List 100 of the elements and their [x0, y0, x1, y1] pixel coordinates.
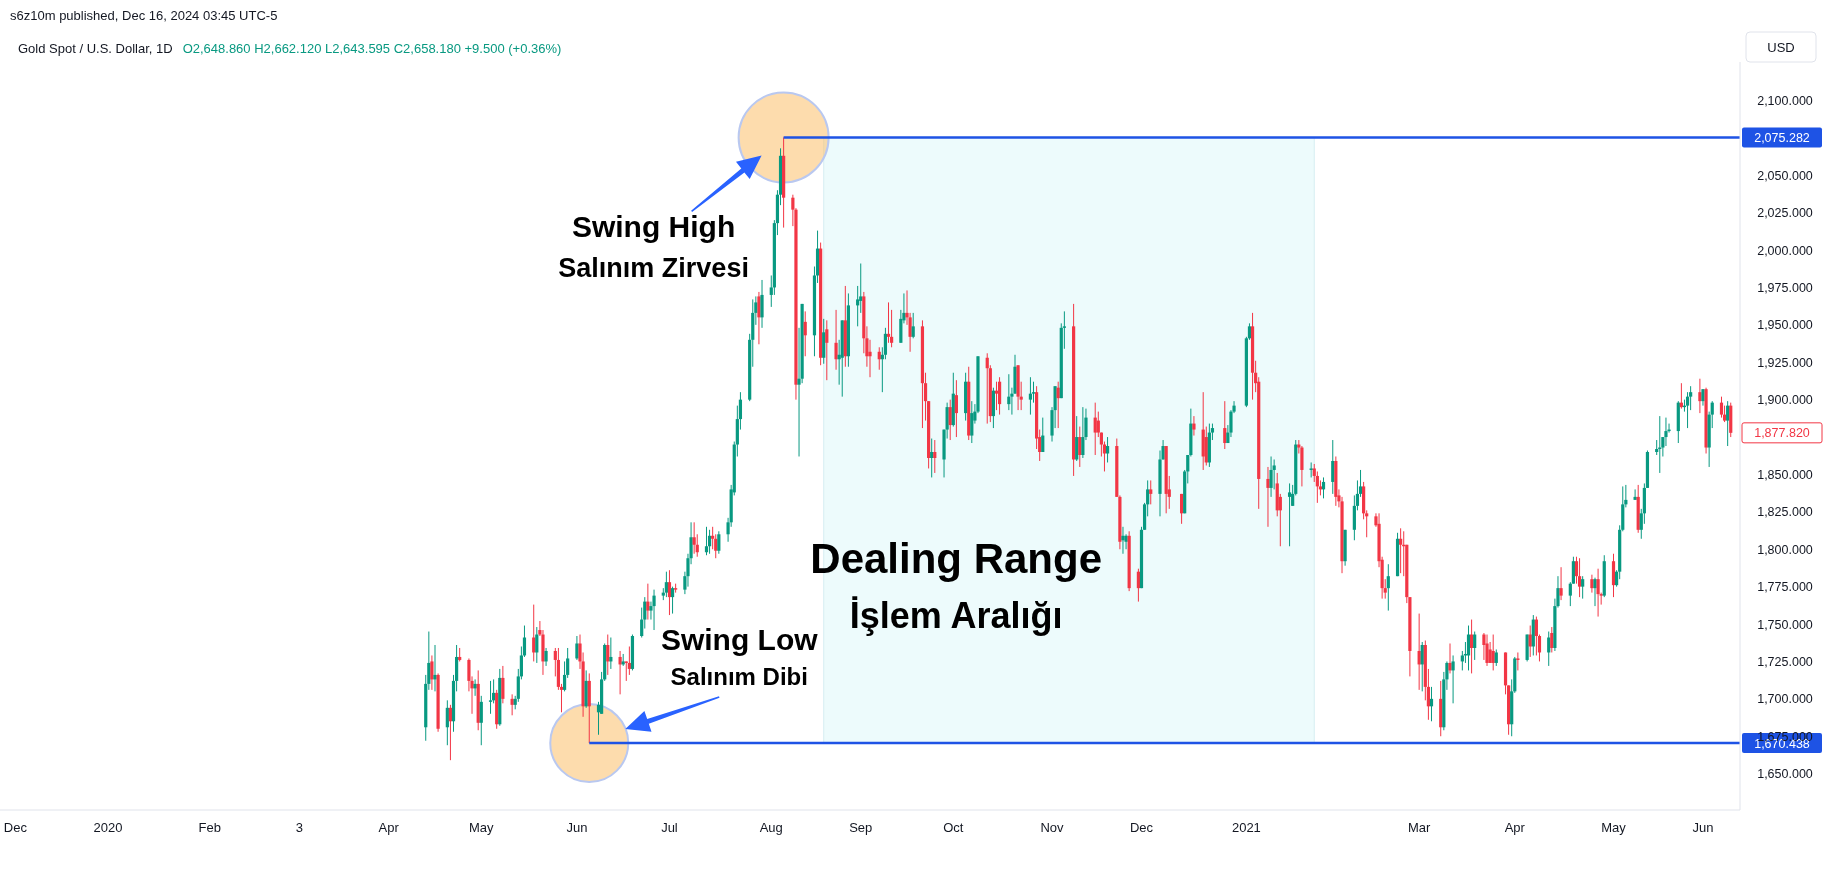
candlestick — [1149, 479, 1153, 505]
y-tick-label: 2,025.000 — [1757, 206, 1813, 221]
x-tick-label: Aug — [759, 820, 783, 835]
candlestick — [479, 695, 483, 746]
chart-subtitle: O2,648.860 H2,662.120 L2,643.595 C2,658.180 +9.500 (+0.36%) — [182, 41, 562, 56]
candlestick — [1470, 619, 1474, 674]
candlestick — [1473, 631, 1477, 661]
candlestick — [1593, 577, 1597, 607]
candlestick — [488, 680, 493, 715]
candlestick — [1581, 575, 1585, 600]
candlestick — [1136, 568, 1140, 603]
candlestick — [606, 634, 610, 676]
candlestick — [1550, 626, 1554, 653]
y-tick-label: 2,050.000 — [1757, 168, 1813, 183]
x-tick-label: Feb — [198, 820, 221, 835]
candlestick — [994, 381, 999, 411]
y-tick-label: 1,850.000 — [1757, 467, 1813, 482]
x-tick-label: Jul — [661, 820, 678, 835]
y-axis-title: USD — [1767, 40, 1795, 55]
candlestick — [646, 583, 650, 621]
candlestick — [1269, 456, 1273, 498]
x-tick-label: Nov — [1040, 820, 1065, 835]
y-tick-label: 1,700.000 — [1757, 692, 1813, 707]
candlestick — [1028, 376, 1033, 416]
x-tick-label: May — [469, 820, 495, 835]
candlestick — [717, 530, 721, 555]
x-tick-label: Oct — [943, 820, 964, 835]
candlestick — [1180, 493, 1184, 525]
candlestick — [670, 586, 675, 615]
candlestick — [1590, 574, 1594, 594]
x-tick-label: 2021 — [1231, 820, 1261, 835]
candlestick — [1664, 417, 1668, 447]
x-tick-label: Jun — [566, 820, 588, 835]
y-tick-label: 1,825.000 — [1757, 505, 1813, 520]
chart-title: Gold Spot / U.S. Dollar, 1D — [18, 41, 173, 56]
candlestick — [1192, 415, 1196, 437]
x-tick-label: 2020 — [93, 820, 123, 835]
x-tick-label: 3 — [295, 820, 303, 835]
x-tick-label: Apr — [378, 820, 400, 835]
candlestick — [445, 699, 449, 746]
y-tick-label: 1,800.000 — [1757, 542, 1813, 557]
y-tick-label: 1,900.000 — [1757, 393, 1813, 408]
candlestick — [501, 665, 505, 704]
annotation: 1,877.820 — [1754, 426, 1810, 441]
x-tick-label: May — [1601, 820, 1627, 835]
candlestick — [664, 571, 668, 598]
candlestick — [1420, 641, 1424, 692]
annotation: Swing High Salınım Zirvesi — [558, 210, 749, 284]
text: s6z10m published, Dec 16, 2024 03:45 UTC-5 — [10, 8, 278, 23]
candlestick — [1331, 439, 1335, 495]
candlestick — [954, 379, 958, 438]
x-tick-label: Dec — [3, 820, 28, 835]
candlestick — [886, 301, 891, 344]
y-tick-label: 2,100.000 — [1757, 93, 1813, 108]
candlestick — [760, 279, 764, 329]
candlestick — [1075, 415, 1079, 462]
candlestick — [667, 569, 672, 616]
y-tick-label: 1,725.000 — [1757, 654, 1813, 669]
y-tick-label: 1,950.000 — [1757, 318, 1813, 333]
candlestick — [1105, 436, 1110, 463]
candlestick — [933, 439, 937, 474]
candlestick — [652, 589, 656, 631]
candlestick — [1719, 396, 1724, 419]
x-tick-label: Mar — [1407, 820, 1432, 835]
candlestick — [1093, 402, 1097, 456]
candlestick — [1577, 557, 1582, 598]
candlestick — [1386, 563, 1390, 612]
x-tick-label: Sep — [849, 820, 873, 835]
x-tick-label: Jun — [1692, 820, 1714, 835]
y-tick-label: 1,925.000 — [1757, 355, 1813, 370]
candlestick — [704, 526, 709, 556]
candlestick — [1078, 426, 1082, 468]
y-tick-label: 1,975.000 — [1757, 280, 1813, 295]
x-tick-label: Apr — [1504, 820, 1526, 835]
candlestick — [575, 635, 579, 661]
ref-line-label: 2,075.282 — [1754, 130, 1810, 145]
candlestick — [1041, 417, 1045, 453]
candlestick — [692, 521, 696, 555]
candlestick — [1081, 406, 1085, 459]
candlestick — [970, 400, 974, 444]
candlestick — [1451, 654, 1455, 704]
candlestick — [1466, 625, 1471, 671]
y-tick-label: 1,650.000 — [1757, 767, 1813, 782]
y-tick-label: 2,000.000 — [1757, 243, 1813, 258]
x-tick-label: Dec — [1129, 820, 1154, 835]
candlestick — [1633, 488, 1637, 501]
candlestick — [997, 376, 1002, 416]
candlestick — [1417, 613, 1421, 691]
candlestick — [1287, 482, 1292, 547]
candlestick — [1485, 634, 1489, 667]
candlestick — [911, 312, 915, 339]
candlestick — [430, 654, 434, 691]
candlestick — [1516, 651, 1520, 671]
candlestick — [1399, 527, 1403, 574]
candlestick — [448, 704, 453, 761]
candlestick — [803, 310, 807, 357]
y-tick-label: 1,775.000 — [1757, 580, 1813, 595]
candlestick — [1266, 466, 1270, 528]
candlestick — [834, 309, 838, 371]
y-tick-label: 1,750.000 — [1757, 617, 1813, 632]
